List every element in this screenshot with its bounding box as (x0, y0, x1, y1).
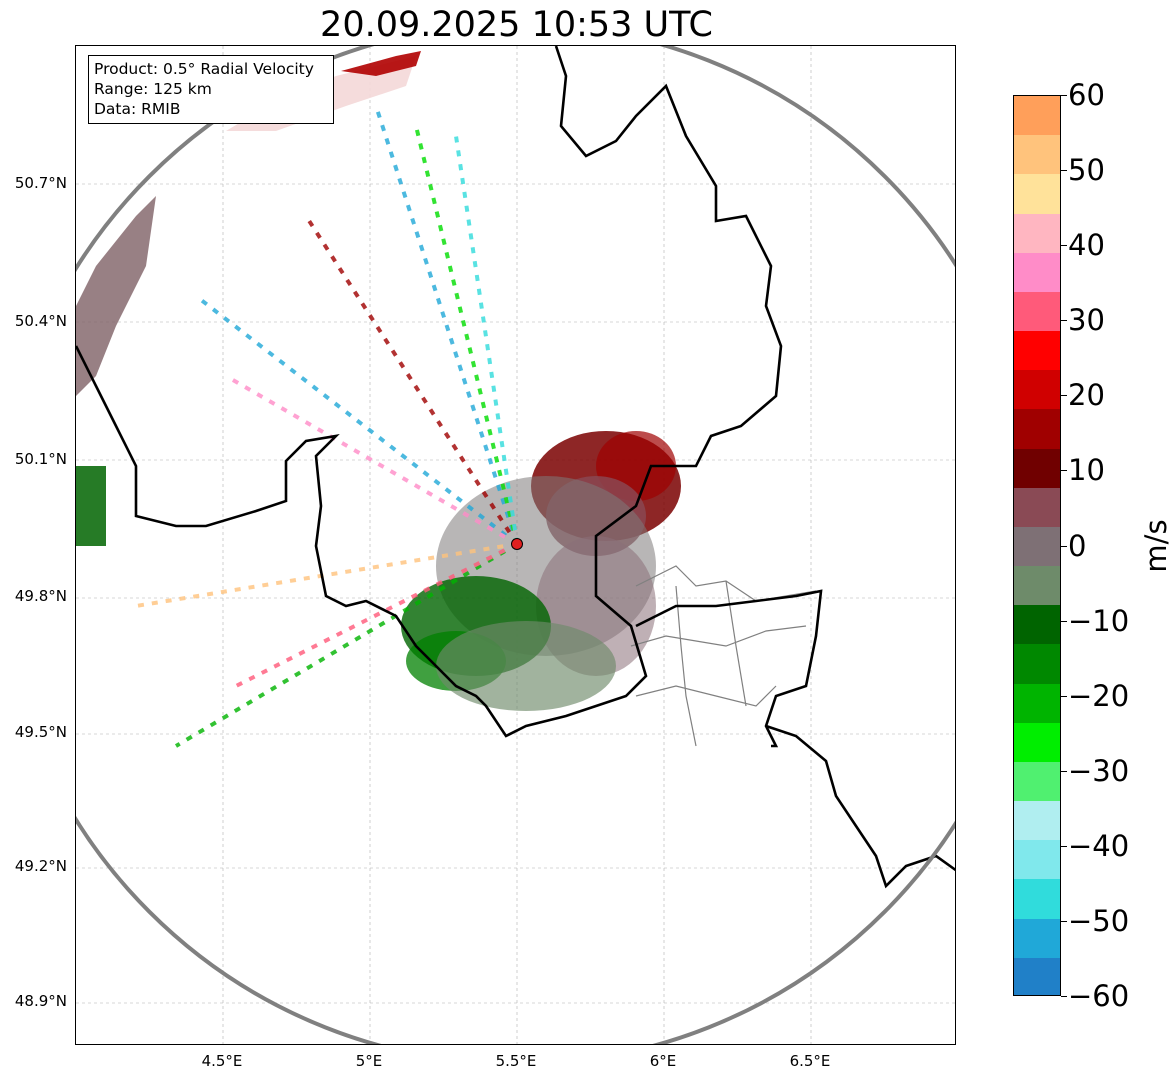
lon-label: 5°E (355, 1052, 383, 1070)
colorbar-tick (1061, 770, 1067, 772)
colorbar-tick-label: −50 (1068, 903, 1130, 938)
colorbar-segment (1014, 801, 1060, 842)
lat-label: 50.7°N (14, 174, 67, 192)
colorbar-tick (1061, 95, 1067, 96)
lon-label: 5.5°E (495, 1052, 537, 1070)
colorbar-segment (1014, 409, 1060, 450)
colorbar-segment (1014, 370, 1060, 411)
colorbar-tick-label: 50 (1068, 153, 1105, 188)
colorbar-segment (1014, 213, 1060, 254)
map-title: 20.09.2025 10:53 UTC (320, 5, 713, 45)
colorbar-tick (1061, 545, 1067, 547)
lon-label: 6°E (649, 1052, 677, 1070)
colorbar-segment (1014, 566, 1060, 607)
colorbar-tick (1061, 996, 1067, 997)
colorbar-tick-label: 40 (1068, 228, 1105, 263)
colorbar-unit: m/s (1139, 519, 1171, 573)
radar-map[interactable] (75, 45, 956, 1045)
colorbar-segment (1014, 174, 1060, 215)
colorbar-tick-label: 20 (1068, 378, 1105, 413)
lat-label: 49.5°N (14, 723, 67, 741)
colorbar-segment (1014, 879, 1060, 920)
colorbar-segment (1014, 644, 1060, 685)
colorbar-tick (1061, 245, 1067, 247)
colorbar-tick-label: −60 (1068, 979, 1130, 1013)
velocity-echoes (76, 51, 681, 748)
colorbar-segment (1014, 135, 1060, 176)
colorbar-tick-label: −20 (1068, 678, 1130, 713)
colorbar-segment (1014, 722, 1060, 763)
colorbar-tick (1061, 920, 1067, 922)
product-info-box: Product: 0.5° Radial Velocity Range: 125… (88, 55, 334, 124)
colorbar-segment (1014, 605, 1060, 646)
radar-map-canvas (76, 46, 955, 1044)
lat-label: 49.2°N (14, 857, 67, 875)
colorbar-segment (1014, 957, 1060, 995)
colorbar-segment (1014, 761, 1060, 803)
national-borders (76, 46, 955, 889)
colorbar-segment (1014, 252, 1060, 293)
velocity-colorbar (1013, 95, 1061, 996)
colorbar-tick (1061, 470, 1067, 472)
colorbar-segment (1014, 526, 1060, 568)
lat-label: 50.4°N (14, 312, 67, 330)
colorbar-tick (1061, 695, 1067, 697)
colorbar-tick (1061, 170, 1067, 172)
colorbar-tick (1061, 620, 1067, 622)
info-product: Product: 0.5° Radial Velocity (94, 60, 314, 78)
colorbar-segment (1014, 96, 1060, 137)
colorbar-tick (1061, 320, 1067, 322)
colorbar-segment (1014, 840, 1060, 881)
admin-boundaries (630, 565, 817, 747)
info-data-source: Data: RMIB (94, 100, 181, 118)
colorbar-tick-label: 0 (1068, 528, 1087, 563)
colorbar-tick-label: −10 (1068, 603, 1130, 638)
colorbar-segment (1014, 331, 1060, 372)
colorbar-tick-label: 10 (1068, 453, 1105, 488)
lon-label: 6.5°E (789, 1052, 831, 1070)
radar-site-dot[interactable] (511, 538, 523, 550)
lat-label: 50.1°N (14, 450, 67, 468)
colorbar-tick-label: −30 (1068, 753, 1130, 788)
lat-label: 49.8°N (14, 587, 67, 605)
colorbar-tick-label: −40 (1068, 828, 1130, 863)
colorbar-segment (1014, 291, 1060, 333)
colorbar-segment (1014, 487, 1060, 528)
lon-label: 4.5°E (201, 1052, 243, 1070)
colorbar-segment (1014, 918, 1060, 959)
colorbar-segment (1014, 683, 1060, 724)
colorbar-tick (1061, 845, 1067, 847)
colorbar-tick-label: 30 (1068, 303, 1105, 338)
colorbar-tick (1061, 395, 1067, 397)
info-range: Range: 125 km (94, 80, 212, 98)
lat-label: 48.9°N (14, 992, 67, 1010)
colorbar-segment (1014, 448, 1060, 489)
colorbar-tick-label: 60 (1068, 78, 1105, 112)
